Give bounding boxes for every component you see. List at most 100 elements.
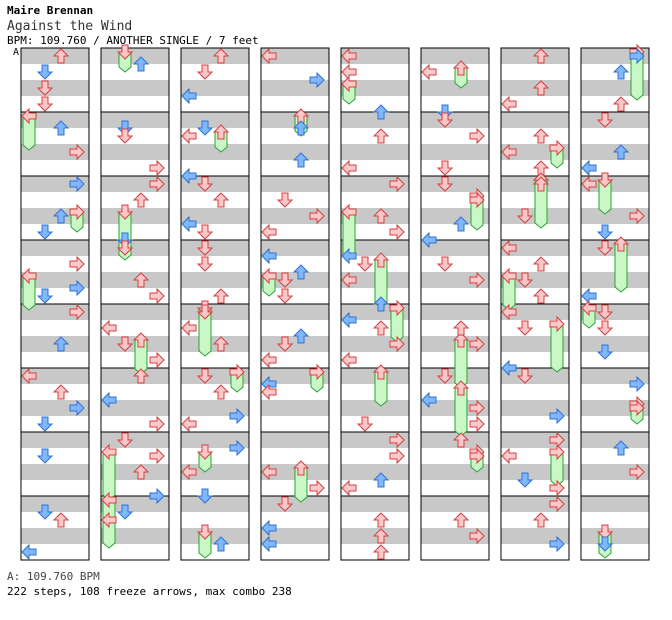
up-arrow-icon xyxy=(372,208,390,224)
up-arrow-icon xyxy=(132,332,150,348)
beat-stripe xyxy=(261,336,329,352)
left-arrow-icon xyxy=(341,203,357,221)
left-arrow-icon xyxy=(181,415,197,433)
beat-stripe xyxy=(581,464,649,480)
beat-stripe xyxy=(501,304,569,320)
beat-stripe xyxy=(421,48,489,64)
beat-stripe xyxy=(501,528,569,544)
left-arrow-icon xyxy=(181,167,197,185)
up-arrow-icon xyxy=(372,320,390,336)
beat-stripe xyxy=(341,112,409,128)
beat-stripe xyxy=(101,432,169,448)
beat-stripe xyxy=(101,528,169,544)
left-arrow-icon xyxy=(101,511,117,529)
beat-stripe xyxy=(341,432,409,448)
beat-stripe xyxy=(341,48,409,64)
beat-stripe xyxy=(101,48,169,64)
beat-stripe xyxy=(581,336,649,352)
right-arrow-icon xyxy=(549,535,565,553)
up-arrow-icon xyxy=(372,128,390,144)
beat-stripe xyxy=(181,464,249,480)
right-arrow-icon xyxy=(309,479,325,497)
beat-stripe xyxy=(181,208,249,224)
down-arrow-icon xyxy=(276,336,294,352)
beat-stripe xyxy=(421,112,489,128)
beat-stripe xyxy=(181,80,249,96)
right-arrow-icon xyxy=(149,351,165,369)
up-arrow-icon xyxy=(52,208,70,224)
right-arrow-icon xyxy=(229,439,245,457)
up-arrow-icon xyxy=(452,60,470,76)
right-arrow-icon xyxy=(469,447,485,465)
beat-stripe xyxy=(501,240,569,256)
up-arrow-icon xyxy=(212,48,230,64)
right-arrow-icon xyxy=(149,415,165,433)
down-arrow-icon xyxy=(116,336,134,352)
right-arrow-icon xyxy=(69,143,85,161)
beat-stripe xyxy=(21,464,89,480)
left-arrow-icon xyxy=(581,175,597,193)
down-arrow-icon xyxy=(36,80,54,96)
down-arrow-icon xyxy=(116,128,134,144)
up-arrow-icon xyxy=(292,120,310,136)
chart-meta: BPM: 109.760 / ANOTHER SINGLE / 7 feet xyxy=(7,34,259,47)
down-arrow-icon xyxy=(276,288,294,304)
beat-stripe xyxy=(261,176,329,192)
right-arrow-icon xyxy=(469,527,485,545)
up-arrow-icon xyxy=(212,124,230,140)
right-arrow-icon xyxy=(149,447,165,465)
artist-name: Maire Brennan xyxy=(7,4,94,17)
beat-stripe xyxy=(421,272,489,288)
down-arrow-icon xyxy=(196,304,214,320)
down-arrow-icon xyxy=(276,496,294,512)
beat-stripe xyxy=(581,304,649,320)
left-arrow-icon xyxy=(341,479,357,497)
up-arrow-icon xyxy=(52,48,70,64)
left-arrow-icon xyxy=(261,267,277,285)
beat-stripe xyxy=(341,336,409,352)
beat-stripe xyxy=(421,528,489,544)
stats-footer: 222 steps, 108 freeze arrows, max combo … xyxy=(7,585,292,598)
right-arrow-icon xyxy=(389,299,405,317)
beat-stripe xyxy=(341,80,409,96)
beat-stripe xyxy=(181,400,249,416)
right-arrow-icon xyxy=(469,399,485,417)
down-arrow-icon xyxy=(196,64,214,80)
up-arrow-icon xyxy=(212,336,230,352)
down-arrow-icon xyxy=(196,176,214,192)
down-arrow-icon xyxy=(516,368,534,384)
right-arrow-icon xyxy=(309,71,325,89)
down-arrow-icon xyxy=(436,368,454,384)
down-arrow-icon xyxy=(36,64,54,80)
left-arrow-icon xyxy=(501,143,517,161)
left-arrow-icon xyxy=(261,535,277,553)
right-arrow-icon xyxy=(549,479,565,497)
beat-stripe xyxy=(21,496,89,512)
right-arrow-icon xyxy=(229,407,245,425)
right-arrow-icon xyxy=(549,315,565,333)
beat-stripe xyxy=(341,176,409,192)
up-arrow-icon xyxy=(612,96,630,112)
left-arrow-icon xyxy=(501,303,517,321)
beat-stripe xyxy=(21,272,89,288)
chart-column xyxy=(420,47,490,561)
beat-stripe xyxy=(261,80,329,96)
up-arrow-icon xyxy=(212,192,230,208)
left-arrow-icon xyxy=(421,231,437,249)
up-arrow-icon xyxy=(452,432,470,448)
down-arrow-icon xyxy=(196,444,214,460)
down-arrow-icon xyxy=(116,504,134,520)
right-arrow-icon xyxy=(69,279,85,297)
right-arrow-icon xyxy=(629,47,645,65)
left-arrow-icon xyxy=(101,491,117,509)
beat-stripe xyxy=(581,528,649,544)
beat-stripe xyxy=(581,496,649,512)
left-arrow-icon xyxy=(261,47,277,65)
left-arrow-icon xyxy=(501,239,517,257)
chart-column xyxy=(180,47,250,561)
up-arrow-icon xyxy=(292,460,310,476)
beat-stripe xyxy=(101,144,169,160)
beat-stripe xyxy=(501,400,569,416)
beat-stripe xyxy=(341,464,409,480)
